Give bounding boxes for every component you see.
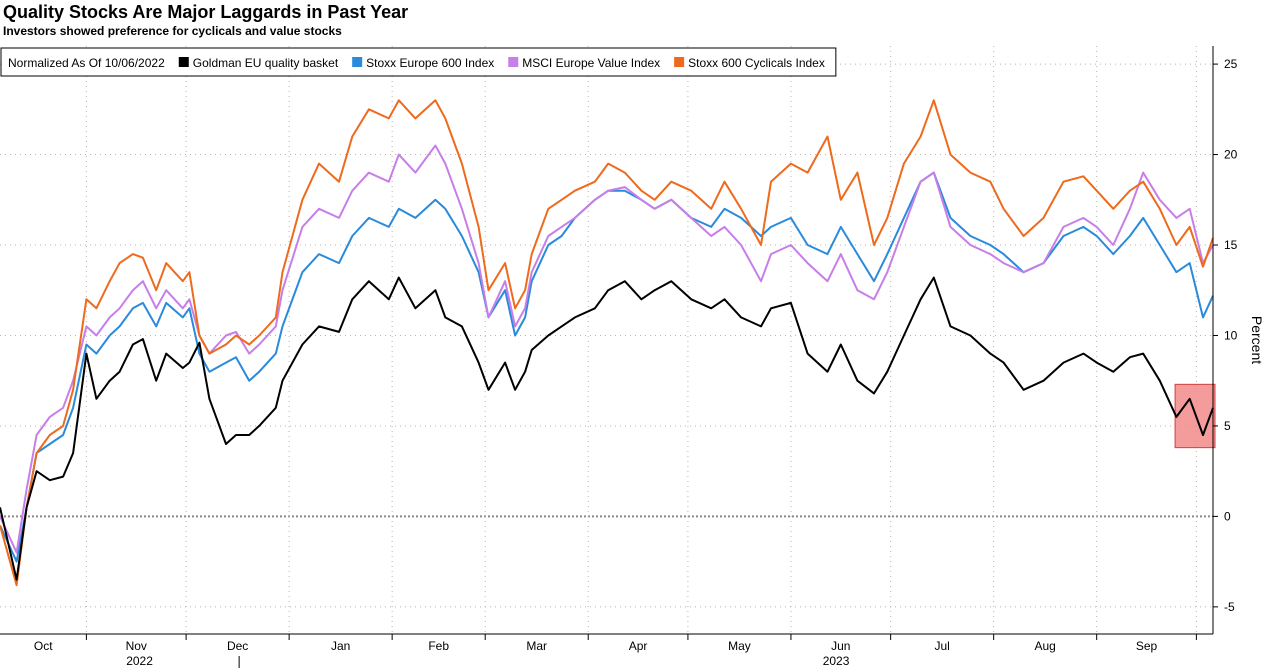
x-tick-label: Nov xyxy=(126,639,147,653)
x-tick-label: Oct xyxy=(34,639,53,653)
y-axis-label: Percent xyxy=(1249,316,1265,364)
x-tick-label: Mar xyxy=(526,639,547,653)
x-tick-label: Feb xyxy=(428,639,449,653)
x-tick-label: Jan xyxy=(331,639,350,653)
chart-title: Quality Stocks Are Major Laggards in Pas… xyxy=(3,2,409,22)
legend-swatch-1 xyxy=(352,57,363,67)
series-line-3 xyxy=(0,99,1214,587)
legend-label-0: Goldman EU quality basket xyxy=(193,56,339,70)
year-label-2023: 2023 xyxy=(823,654,850,668)
y-tick-label: 5 xyxy=(1224,419,1231,433)
x-tick-label: Sep xyxy=(1136,639,1158,653)
y-tick-label: 0 xyxy=(1224,509,1231,523)
legend: Normalized As Of 10/06/2022 Goldman EU qu… xyxy=(0,47,837,77)
series-line-0 xyxy=(0,276,1214,581)
series-line-1 xyxy=(0,171,1214,563)
x-tick-label: Dec xyxy=(227,639,248,653)
y-tick-label: 20 xyxy=(1224,148,1238,162)
legend-box xyxy=(0,47,837,77)
legend-label-1: Stoxx Europe 600 Index xyxy=(366,56,494,70)
chart-subtitle: Investors showed preference for cyclical… xyxy=(3,24,342,38)
year-label-2022: 2022 xyxy=(126,654,153,668)
series-lines xyxy=(0,99,1214,587)
x-tick-label: Apr xyxy=(629,639,648,653)
grid-lines xyxy=(0,46,1213,634)
x-tick-label: Jul xyxy=(934,639,949,653)
series-line-2 xyxy=(0,144,1214,554)
y-tick-label: 15 xyxy=(1224,238,1238,252)
legend-swatch-3 xyxy=(674,57,685,67)
x-tick-label: May xyxy=(728,639,751,653)
legend-label-3: Stoxx 600 Cyclicals Index xyxy=(688,56,825,70)
y-tick-label: -5 xyxy=(1224,600,1235,614)
legend-label-2: MSCI Europe Value Index xyxy=(522,56,660,70)
x-axis: Oct Nov Dec Jan Feb Mar Apr May Jun Jul Aug Sep 2022… xyxy=(0,633,1213,668)
y-tick-label: 25 xyxy=(1224,57,1238,71)
y-tick-label: 10 xyxy=(1224,328,1238,342)
y-axis: 25 20 15 10 5 0 -5 xyxy=(1212,46,1238,634)
legend-swatch-0 xyxy=(178,57,189,67)
legend-swatch-2 xyxy=(508,57,519,67)
x-tick-label: Aug xyxy=(1034,639,1055,653)
x-tick-label: Jun xyxy=(831,639,850,653)
legend-note: Normalized As Of 10/06/2022 xyxy=(8,56,165,70)
